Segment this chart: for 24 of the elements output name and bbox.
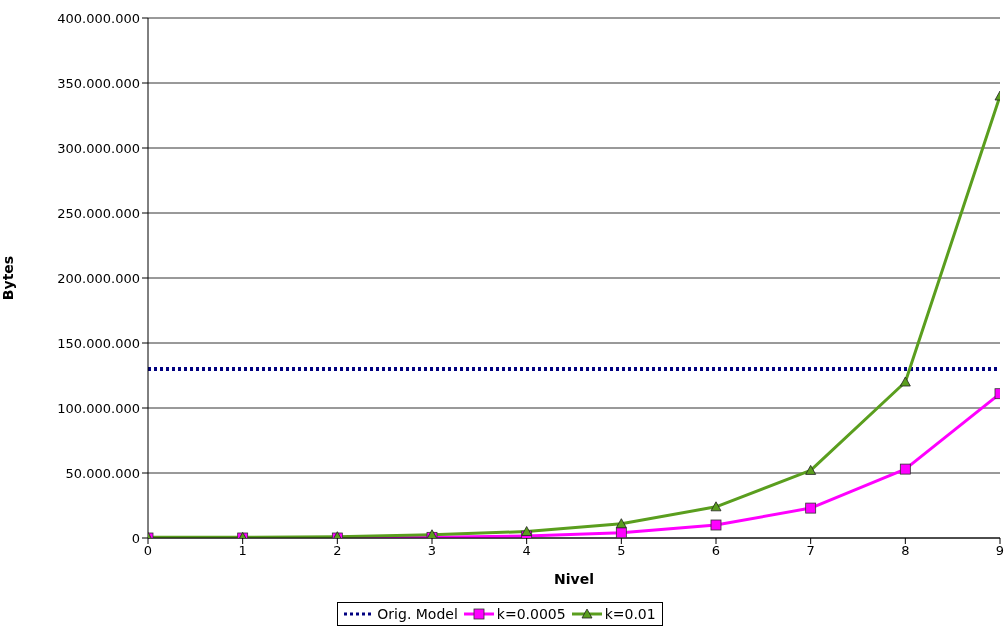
- x-tick-label: 0: [143, 543, 153, 559]
- legend-label: Orig. Model: [377, 606, 458, 622]
- y-tick-label: 250.000.000: [57, 205, 140, 221]
- y-tick-label: 50.000.000: [65, 465, 140, 481]
- y-tick-label: 200.000.000: [57, 270, 140, 286]
- x-tick-label: 7: [806, 543, 815, 559]
- y-tick-label: 350.000.000: [57, 75, 140, 91]
- x-tick-label: 1: [238, 543, 247, 559]
- x-tick-label: 4: [522, 543, 531, 559]
- x-tick-label: 6: [711, 543, 721, 559]
- legend-label: k=0.01: [604, 606, 656, 622]
- y-tick-label: 150.000.000: [57, 335, 140, 351]
- legend-label: k=0.0005: [496, 606, 566, 622]
- x-tick-label: 2: [333, 543, 342, 559]
- y-tick-label: 300.000.000: [57, 140, 140, 156]
- y-axis-title: Bytes: [0, 255, 16, 301]
- x-tick-label: 9: [995, 543, 1005, 559]
- x-axis-title: Nivel: [554, 571, 594, 587]
- x-tick-label: 8: [901, 543, 910, 559]
- x-tick-label: 5: [617, 543, 626, 559]
- y-tick-label: 400.000.000: [57, 10, 140, 26]
- y-tick-label: 0: [131, 530, 140, 546]
- y-tick-label: 100.000.000: [57, 400, 140, 416]
- x-tick-label: 3: [427, 543, 437, 559]
